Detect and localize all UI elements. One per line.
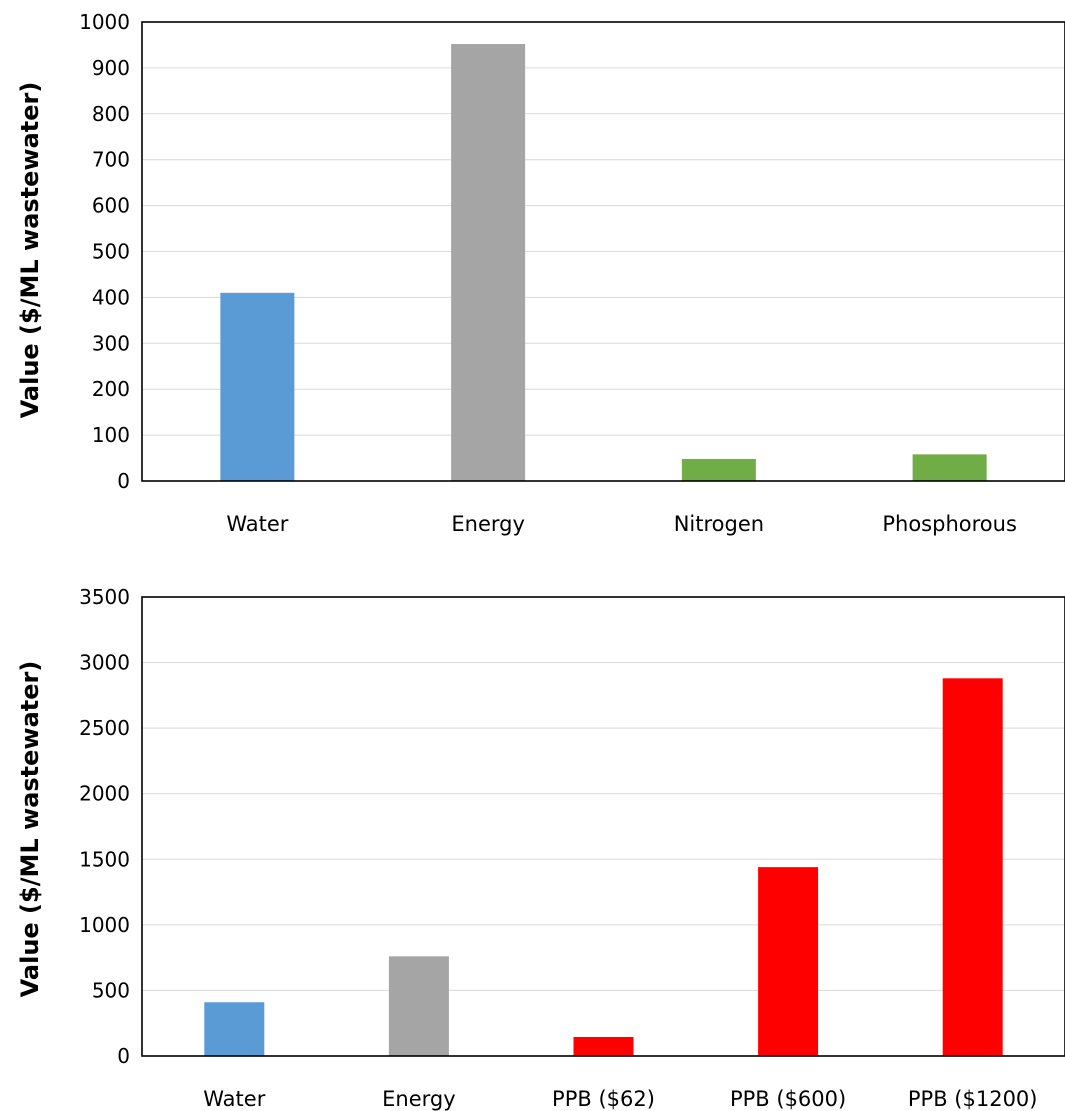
y-tick-label: 1000 <box>79 913 130 937</box>
y-tick-label: 500 <box>92 240 130 264</box>
y-tick-label: 600 <box>92 194 130 218</box>
bar <box>388 956 449 1056</box>
y-tick-label: 0 <box>117 1044 130 1068</box>
bar <box>220 292 295 481</box>
y-tick-label: 200 <box>92 377 130 401</box>
bar <box>451 44 526 481</box>
y-tick-label: 800 <box>92 102 130 126</box>
bar <box>204 1002 265 1056</box>
x-tick-label: PPB ($600) <box>730 1087 846 1111</box>
y-tick-label: 3500 <box>79 585 130 609</box>
bar <box>681 458 756 481</box>
y-tick-label: 100 <box>92 423 130 447</box>
chart-top: Value ($/ML wastewater) 0 100 200 300 400 500… <box>16 10 1065 536</box>
y-tick-label: 2000 <box>79 782 130 806</box>
chart-bottom: Value ($/ML wastewater) 0 500 1000 1500 2000… <box>16 585 1065 1111</box>
x-tick-label: Energy <box>451 512 525 536</box>
y-axis-title: Value ($/ML wastewater) <box>16 82 44 419</box>
y-tick-label: 500 <box>92 978 130 1002</box>
x-tick-label: Water <box>203 1087 265 1111</box>
x-tick-label: Energy <box>382 1087 456 1111</box>
y-tick-label: 2500 <box>79 716 130 740</box>
plot-frame <box>141 21 1065 482</box>
y-tick-label: 1000 <box>79 10 130 34</box>
y-tick-label: 300 <box>92 331 130 355</box>
bar <box>573 1036 634 1056</box>
x-tick-label: PPB ($1200) <box>908 1087 1038 1111</box>
x-tick-label: PPB ($62) <box>552 1087 655 1111</box>
y-tick-label: 900 <box>92 56 130 80</box>
bar <box>758 867 819 1056</box>
x-tick-label: Phosphorous <box>882 512 1017 536</box>
x-tick-label: Water <box>226 512 288 536</box>
y-tick-label: 700 <box>92 148 130 172</box>
y-tick-label: 400 <box>92 285 130 309</box>
y-tick-label: 0 <box>117 469 130 493</box>
y-axis-title: Value ($/ML wastewater) <box>16 661 44 998</box>
plot-frame <box>141 596 1065 1057</box>
bar <box>912 454 987 481</box>
x-tick-label: Nitrogen <box>674 512 764 536</box>
y-tick-label: 3000 <box>79 651 130 675</box>
bar <box>942 678 1003 1056</box>
y-tick-label: 1500 <box>79 847 130 871</box>
